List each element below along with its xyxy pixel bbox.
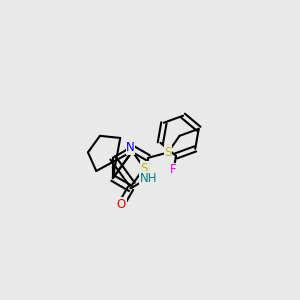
Text: O: O: [117, 198, 126, 211]
Text: S: S: [140, 161, 148, 175]
Text: NH: NH: [140, 172, 157, 185]
Text: N: N: [126, 141, 135, 154]
Text: S: S: [164, 146, 172, 159]
Text: F: F: [170, 164, 177, 176]
